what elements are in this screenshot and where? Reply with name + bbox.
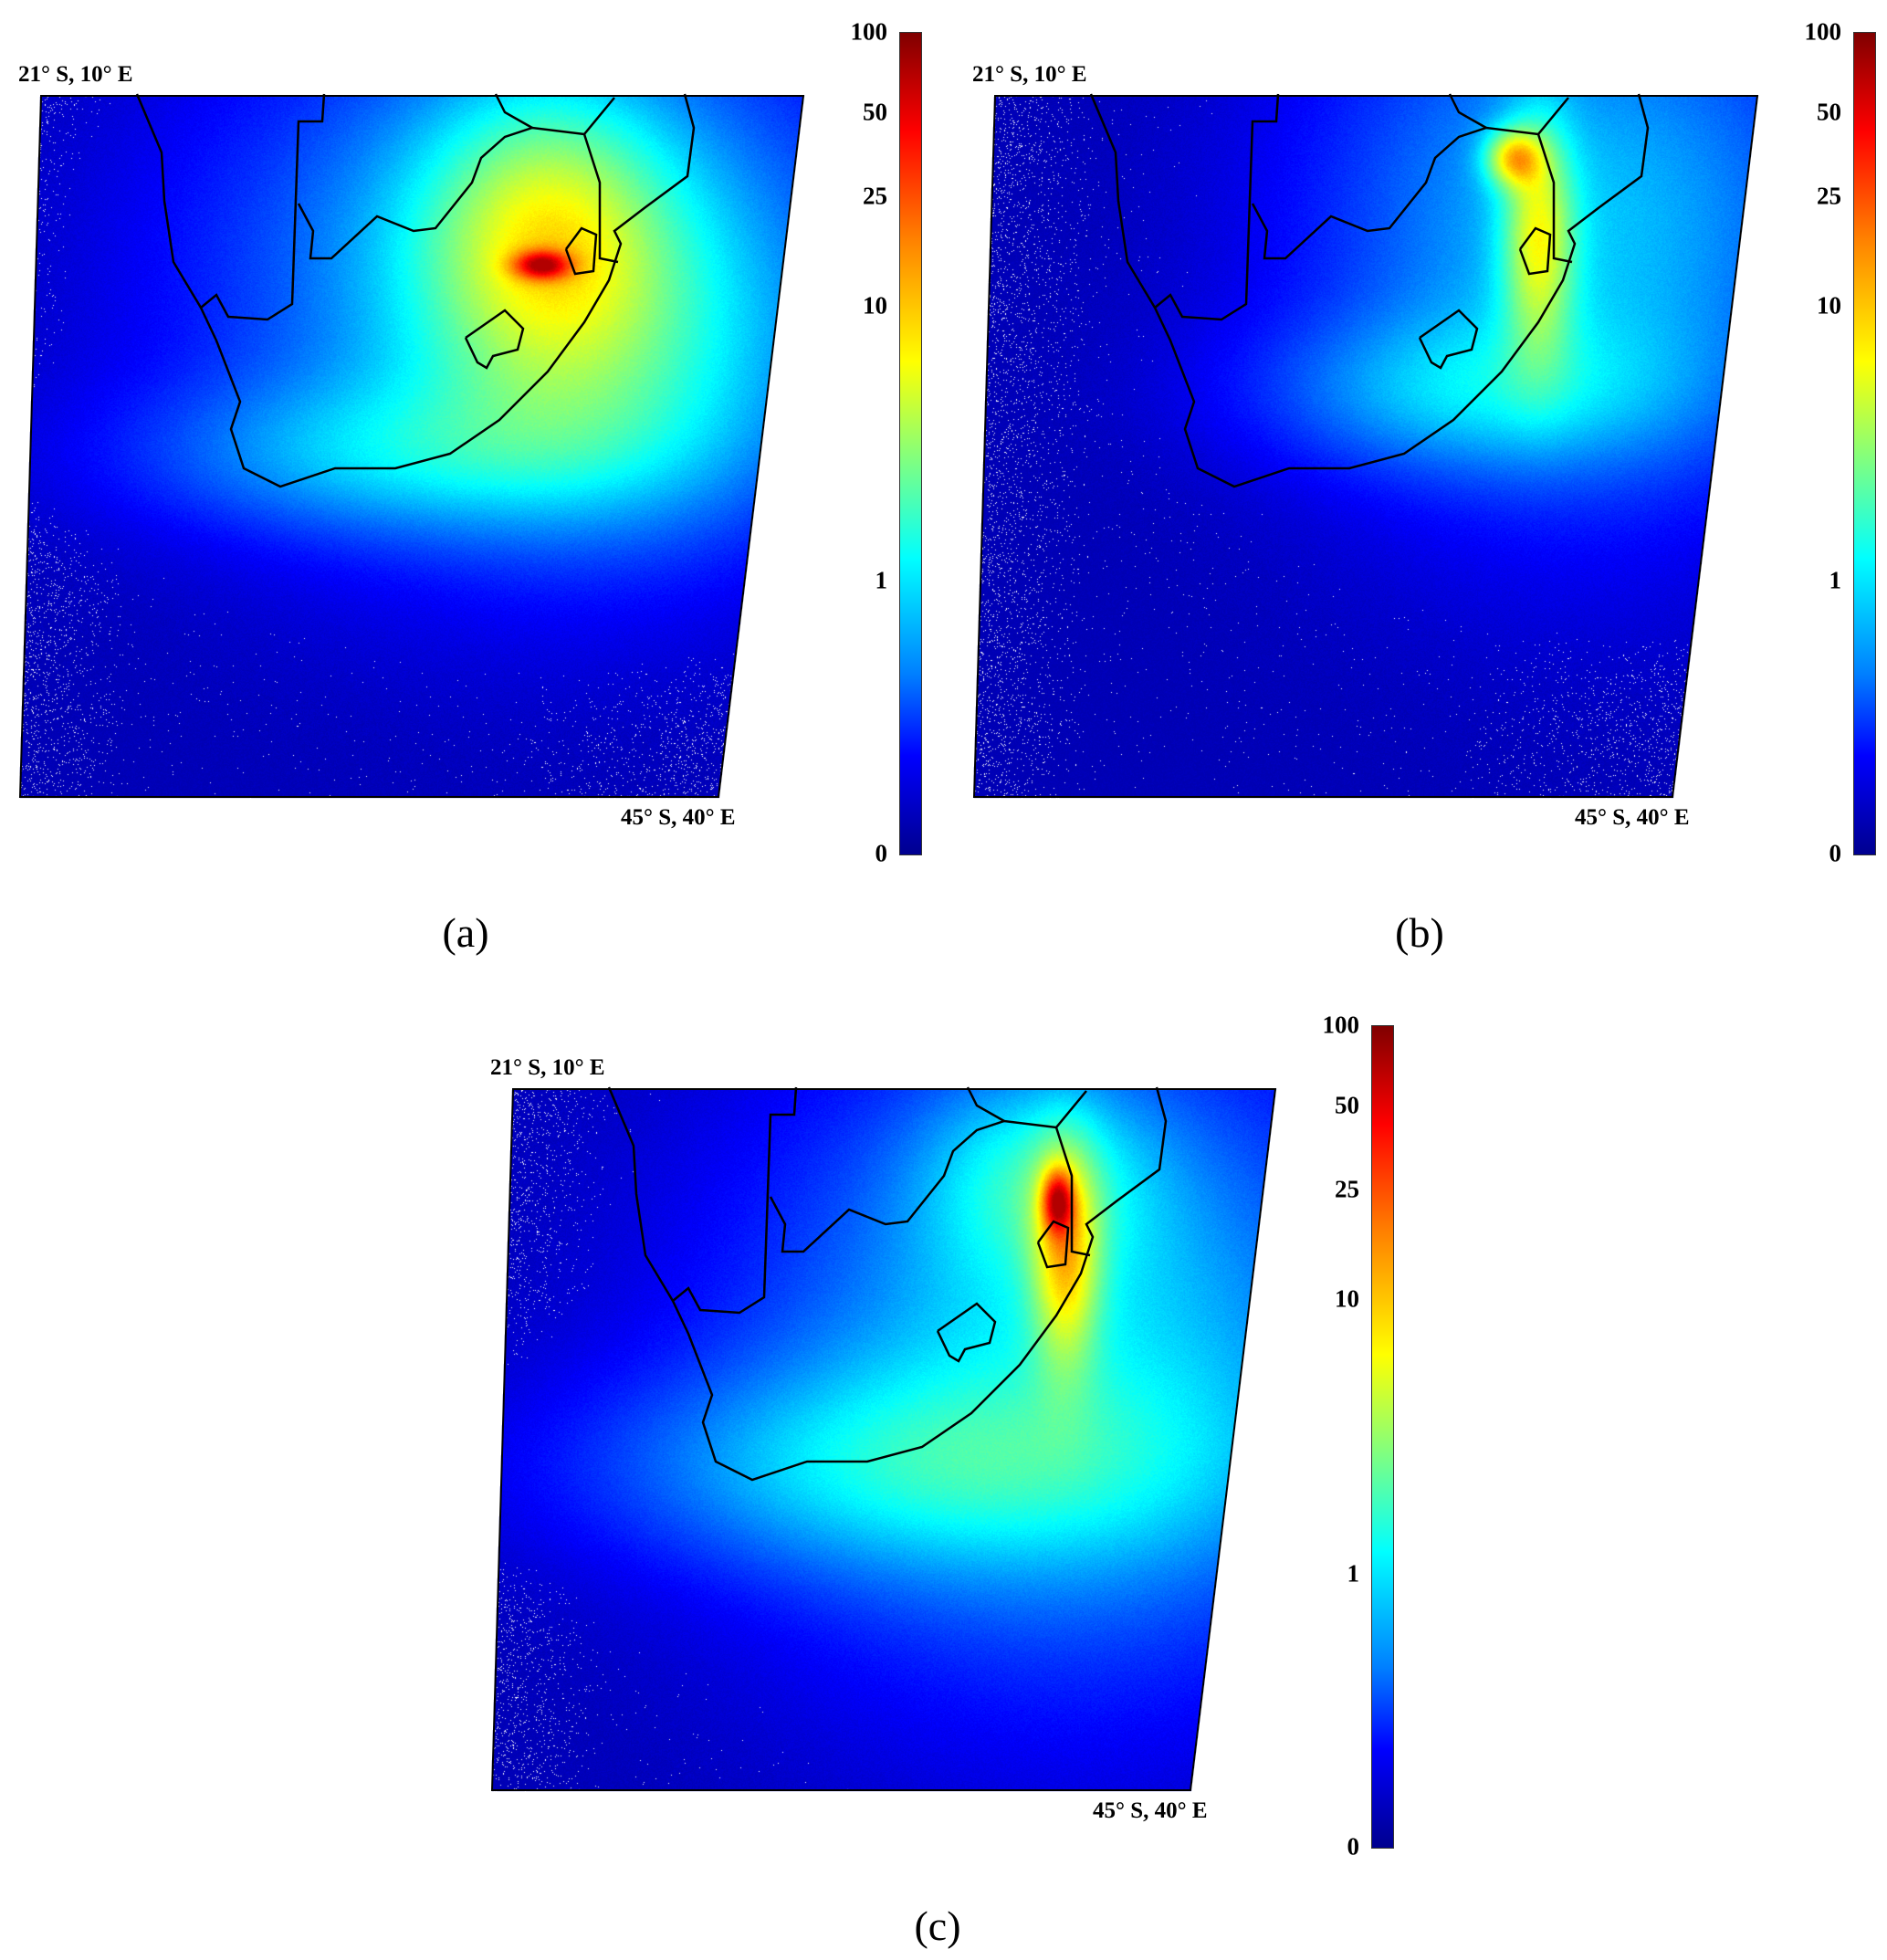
corner-label-bottom-right: 45° S, 40° E xyxy=(1093,1798,1208,1823)
colorbar-tick-label: 100 xyxy=(850,17,888,46)
colorbar-tick-label: 50 xyxy=(1335,1091,1359,1119)
country-border xyxy=(1448,93,1487,130)
colorbar-tick-label: 10 xyxy=(1335,1284,1359,1313)
colorbar-tick-label: 1 xyxy=(875,566,888,594)
map-frame xyxy=(18,95,805,798)
lesotho-border xyxy=(464,309,525,370)
colorbar xyxy=(899,32,922,855)
panel-label: (c) xyxy=(914,1902,961,1949)
country-border xyxy=(583,97,615,135)
colorbar-tick-label: 1 xyxy=(1347,1559,1360,1588)
swaziland-border xyxy=(1036,1220,1070,1269)
map-frame xyxy=(972,95,1759,798)
country-border xyxy=(769,1119,1091,1257)
country-border xyxy=(1154,93,1280,321)
lesotho-border xyxy=(936,1302,997,1363)
panel-b: 21° S, 10° E 45° S, 40° E 100 50 25 10 1 0 (b) xyxy=(954,0,1887,977)
colorbar-tick-label: 10 xyxy=(863,291,887,320)
country-border xyxy=(1055,1090,1087,1128)
country-border xyxy=(200,93,326,321)
swaziland-border xyxy=(564,226,598,276)
colorbar-tick-label: 10 xyxy=(1817,291,1841,320)
country-border xyxy=(1537,97,1569,135)
colorbar-tick-label: 25 xyxy=(1817,182,1841,210)
swaziland-border xyxy=(1518,226,1552,276)
coastline xyxy=(1089,93,1650,488)
colorbar-tick-label: 50 xyxy=(1817,98,1841,126)
colorbar-tick-label: 1 xyxy=(1829,566,1842,594)
panel-c: 21° S, 10° E 45° S, 40° E 100 50 25 10 1 0 (c) xyxy=(472,993,1440,1960)
corner-label-bottom-right: 45° S, 40° E xyxy=(1575,805,1690,830)
country-border xyxy=(672,1086,798,1315)
corner-label-top-left: 21° S, 10° E xyxy=(972,62,1087,87)
country-border xyxy=(966,1086,1005,1123)
heatmap-canvas xyxy=(472,993,1294,1797)
coastline xyxy=(607,1086,1168,1482)
lesotho-border xyxy=(1418,309,1479,370)
colorbar xyxy=(1853,32,1876,855)
map-outlines xyxy=(490,1086,1277,1791)
panel-label: (a) xyxy=(442,909,489,956)
country-border xyxy=(494,93,533,130)
corner-label-top-left: 21° S, 10° E xyxy=(18,62,133,87)
colorbar-tick-label: 0 xyxy=(875,839,888,867)
country-border xyxy=(297,126,619,264)
country-border xyxy=(1251,126,1573,264)
heatmap-canvas xyxy=(0,0,822,803)
map-outlines xyxy=(18,93,805,798)
colorbar-tick-label: 0 xyxy=(1829,839,1842,867)
colorbar-tick-label: 0 xyxy=(1347,1832,1360,1860)
map-frame xyxy=(490,1088,1277,1791)
colorbar-tick-label: 50 xyxy=(863,98,887,126)
heatmap-canvas xyxy=(954,0,1776,803)
colorbar-tick-label: 100 xyxy=(1804,17,1842,46)
coastline xyxy=(135,93,696,488)
colorbar-tick-label: 25 xyxy=(863,182,887,210)
corner-label-bottom-right: 45° S, 40° E xyxy=(621,805,736,830)
colorbar-tick-label: 25 xyxy=(1335,1175,1359,1203)
colorbar xyxy=(1371,1025,1394,1849)
corner-label-top-left: 21° S, 10° E xyxy=(490,1055,605,1080)
map-outlines xyxy=(972,93,1759,798)
panel-a: 21° S, 10° E 45° S, 40° E 100 50 25 10 1 0 (a) xyxy=(0,0,968,977)
colorbar-tick-label: 100 xyxy=(1322,1011,1360,1039)
panel-label: (b) xyxy=(1395,909,1444,956)
